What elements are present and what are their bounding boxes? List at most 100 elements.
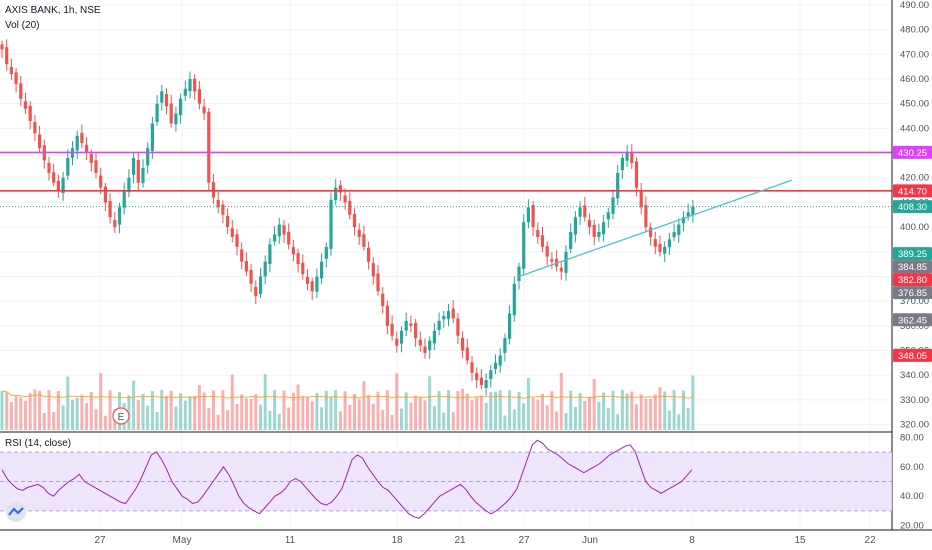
candle-body: [202, 106, 206, 114]
candle-body: [183, 88, 187, 96]
volume-bar: [541, 393, 544, 430]
price-tick-label: 330.00: [900, 395, 929, 406]
tradingview-logo-icon[interactable]: [5, 502, 27, 522]
horizontal-lines: [0, 151, 892, 208]
symbol-legend[interactable]: AXIS BANK, 1h, NSE: [5, 5, 101, 16]
price-tag-box: [893, 286, 932, 300]
candle-body: [357, 229, 361, 237]
price-tag-box: [893, 247, 932, 261]
candle-body: [0, 44, 4, 50]
price-tags: 430.25 414.70 408.30 389.25 384.85 382.80 376.…: [112, 145, 932, 425]
candle-body: [470, 362, 474, 373]
candle-body: [390, 323, 394, 336]
volume-bar: [56, 391, 60, 430]
candle-body: [320, 261, 324, 279]
candle-body: [418, 339, 422, 346]
volume-bar: [212, 390, 215, 430]
volume-bar: [315, 392, 319, 430]
volume-bar: [19, 397, 23, 430]
time-tick-label: Jun: [582, 535, 598, 546]
candle-body: [226, 216, 230, 228]
volume-bar: [508, 390, 512, 430]
candle-body: [155, 103, 159, 123]
candle-body: [479, 377, 483, 386]
candle-body: [310, 281, 314, 292]
volume-bar: [616, 414, 620, 430]
price-tick-label: 360.00: [900, 321, 929, 332]
volume-bar: [451, 412, 455, 430]
volume-bar: [188, 397, 192, 430]
volume-legend[interactable]: Vol (20): [5, 20, 40, 31]
candle-body: [414, 322, 418, 339]
volume-bar: [202, 392, 206, 430]
volume-bar: [484, 402, 488, 430]
volume-bar: [475, 397, 479, 430]
candle-body: [56, 180, 60, 191]
volume-bar: [244, 398, 248, 430]
volume-bar: [141, 393, 145, 430]
volume-bar: [667, 410, 671, 430]
volume-bar: [381, 409, 385, 430]
volume-bar: [301, 396, 305, 430]
rsi-tick-label: 40.00: [900, 491, 924, 502]
volume-bar: [33, 389, 37, 430]
volume-bar: [390, 415, 394, 430]
candle-body: [465, 347, 469, 361]
volume-bar: [108, 390, 112, 430]
volume-bar: [235, 403, 239, 430]
price-tick-label: 480.00: [900, 25, 929, 36]
candle-body: [249, 269, 253, 284]
rsi-legend[interactable]: RSI (14, close): [5, 438, 72, 449]
rsi-tick-label: 60.00: [900, 462, 924, 473]
price-tag-label: 348.05: [898, 351, 927, 362]
rsi-tick-label: 80.00: [900, 432, 924, 443]
candle-body: [33, 122, 37, 134]
price-tag-label: 376.85: [898, 288, 927, 299]
candle-body: [559, 267, 563, 272]
candle-body: [639, 190, 643, 208]
candle-body: [681, 217, 686, 224]
candle-body: [489, 370, 493, 379]
candle-body: [493, 362, 498, 370]
candle-body: [404, 320, 408, 331]
volume-bar: [183, 400, 187, 430]
volume-bar: [559, 373, 563, 430]
candle-body: [352, 213, 357, 228]
volume-bar: [61, 405, 65, 430]
time-tick-label: 27: [94, 535, 106, 546]
candle-body: [573, 217, 577, 235]
rsi-line: [1, 439, 693, 519]
candle-body: [240, 249, 244, 262]
volume-bar: [179, 393, 183, 430]
candle-body: [108, 200, 112, 218]
price-tick-label: 320.00: [900, 420, 929, 431]
candle-body: [451, 308, 455, 319]
candle-body: [367, 247, 371, 262]
price-tag-label: 414.70: [898, 186, 927, 197]
volume-bar: [682, 390, 685, 430]
candle-body: [230, 228, 234, 237]
candle-body: [122, 190, 126, 208]
volume-bar: [240, 394, 244, 430]
volume-bar: [620, 390, 624, 430]
volume-bar: [193, 395, 197, 430]
candle-body: [592, 225, 596, 237]
candle-body: [99, 175, 103, 188]
volume-bar: [371, 403, 375, 430]
price-tag-box: [893, 348, 932, 362]
candle-body: [258, 276, 263, 295]
volume-bar: [52, 411, 56, 430]
candle-body: [5, 47, 9, 65]
candle-body: [677, 224, 681, 235]
candle-body: [569, 232, 573, 249]
price-grid: [0, 0, 892, 530]
candle-body: [446, 311, 451, 319]
candle-body: [362, 234, 366, 247]
candle-body: [385, 305, 389, 326]
candle-body: [127, 177, 131, 193]
volume-bar: [536, 399, 540, 430]
candle-body: [587, 220, 592, 228]
price-tick-label: 490.00: [900, 0, 929, 11]
volume-bar: [555, 411, 559, 430]
candle-body: [522, 222, 526, 269]
